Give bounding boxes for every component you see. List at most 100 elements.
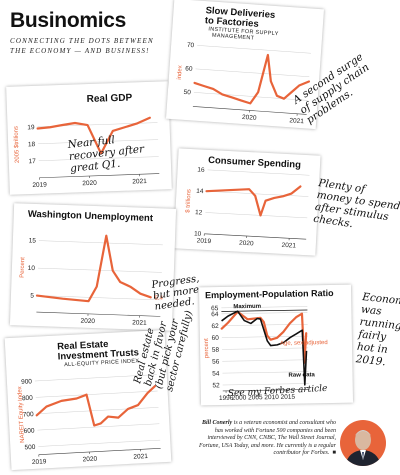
supply-title-line-2: to Factories — [205, 15, 259, 30]
wa-title: Washington Unemployment — [28, 209, 154, 224]
reit-chart: Real Estate Investment Trusts ALL-EQUITY… — [17, 339, 161, 466]
gridline — [222, 347, 309, 350]
x-tick-label: 2020 — [239, 240, 254, 248]
spending-title: Consumer Spending — [208, 155, 302, 171]
x-tick-label: 2010 — [264, 394, 279, 401]
spending-chart-card: Consumer Spending 10 12 14 16 2019 2020 2021 $ … — [173, 148, 321, 256]
epop-annotation-line: Economy — [361, 291, 400, 308]
last-value-label: 5.4 — [155, 295, 164, 301]
gridline — [36, 407, 159, 414]
gdp-annotation-line: Near full — [66, 134, 115, 151]
y-tick-label: 14 — [196, 188, 204, 195]
y-axis-label: $ trillions — [185, 189, 192, 213]
x-tick-label: 2021 — [281, 242, 296, 250]
author-bio: Bill Conerly is a veteran economist and … — [196, 420, 336, 458]
x-tick-label: 2019 — [32, 458, 47, 466]
y-tick-label: 15 — [29, 237, 37, 244]
supply-chart-card: Slow Deliveries to Factories INSTITUTE F… — [165, 0, 325, 130]
y-tick-label: 900 — [21, 378, 33, 386]
gridline — [37, 423, 160, 431]
epop-annotation-line: running — [359, 316, 400, 332]
epop-chart-card: Employment-Population Ratio 52 54 56 58 60 62… — [198, 284, 354, 406]
x-tick-label: 2021 — [289, 117, 304, 125]
epop-annotation-line: was — [360, 303, 382, 317]
y-tick-label: 10 — [28, 265, 36, 272]
gridline — [38, 439, 161, 447]
author-bio-text: is a veteran economist and consultant wh… — [199, 420, 336, 457]
author-avatar — [340, 420, 386, 466]
brand-header: Businomics CONNECTING THE DOTS BETWEEN T… — [10, 10, 154, 56]
reit-subtitle: ALL-EQUITY PRICE INDEX — [64, 358, 140, 368]
y-tick-label: 500 — [24, 444, 36, 452]
avatar-image — [345, 430, 381, 466]
y-tick-label: 12 — [195, 209, 203, 216]
y-tick-label: 700 — [23, 411, 35, 419]
x-tick-label: 2005 — [248, 394, 263, 401]
gridline — [197, 45, 311, 54]
x-tick-label: 2019 — [32, 181, 47, 189]
y-axis-label: NAREIT Equity Index — [17, 386, 26, 443]
series-line — [205, 185, 302, 217]
supply-subtitle-line-2: MANAGEMENT — [212, 33, 255, 42]
maximum-line — [221, 309, 308, 312]
gridline — [222, 371, 309, 374]
y-tick-label: 16 — [197, 167, 205, 174]
gridline — [38, 139, 159, 145]
gridline — [207, 169, 310, 176]
epop-annotation-line: hot in — [356, 341, 388, 356]
gridline — [38, 156, 159, 162]
y-axis-label: 2005 $trillions — [14, 126, 21, 163]
x-axis — [39, 173, 160, 179]
x-tick-label: 2020 — [242, 114, 257, 122]
y-tick-label: 65 — [211, 305, 219, 312]
gdp-annotation-line: great Q1. — [70, 158, 121, 175]
y-tick-label: 19 — [27, 124, 35, 131]
legend-adjusted-label: Age, sex adjusted — [280, 340, 328, 347]
gridline — [193, 92, 308, 101]
y-tick-label: 56 — [212, 359, 220, 366]
y-tick-label: 54 — [212, 370, 220, 377]
x-tick-label: 2000 — [232, 395, 247, 402]
supply-title-line-1: Slow Deliveries — [205, 5, 275, 21]
gridline — [36, 295, 161, 301]
epop-title: Employment-Population Ratio — [205, 288, 334, 300]
y-tick-label: 60 — [212, 335, 220, 342]
tagline-line-1: CONNECTING THE DOTS BETWEEN — [10, 37, 154, 45]
series-line-adjusted — [220, 310, 308, 364]
x-tick-label: 2020 — [83, 456, 98, 464]
series-line — [193, 53, 311, 105]
spending-chart: Consumer Spending 10 12 14 16 2019 2020 2021 $ … — [185, 155, 310, 250]
supply-chart: Slow Deliveries to Factories INSTITUTE F… — [177, 5, 311, 125]
x-tick-label: 2019 — [196, 237, 211, 245]
brand-tagline: CONNECTING THE DOTS BETWEEN THE ECONOMY … — [10, 36, 154, 56]
x-axis — [38, 447, 161, 455]
spending-annotation-line: checks. — [313, 213, 354, 230]
gridline — [195, 68, 310, 78]
x-tick-label: 2021 — [133, 453, 148, 461]
y-axis-label: percent — [204, 338, 210, 358]
epop-annotation-line: 2019. — [354, 353, 386, 368]
series-line — [35, 234, 152, 303]
x-tick-label: 2021 — [132, 178, 147, 186]
reit-title-line-2: Investment Trusts — [57, 347, 139, 362]
gridline — [222, 359, 309, 362]
gridline — [38, 240, 163, 246]
gridline — [35, 390, 158, 398]
forbes-annotation: See my Forbes article — [228, 384, 328, 399]
x-tick-label: 2021 — [132, 319, 147, 327]
y-tick-label: 52 — [212, 382, 220, 389]
supply-subtitle-line-1: INSTITUTE FOR SUPPLY — [208, 26, 279, 37]
y-tick-label: 64 — [211, 311, 219, 318]
tagline-line-2: THE ECONOMY — AND BUSINESS! — [10, 47, 150, 55]
wa-unemployment-chart-card: Washington Unemployment 5 10 15 2020 2021 Per… — [9, 203, 177, 331]
end-mark: ■ — [330, 450, 336, 457]
gdp-title: Real GDP — [86, 92, 132, 105]
brand-title: Businomics — [10, 9, 127, 32]
y-tick-label: 10 — [194, 230, 202, 237]
y-tick-label: 50 — [183, 89, 191, 97]
reit-title-line-1: Real Estate — [57, 339, 109, 353]
maximum-label: Maximum — [233, 304, 261, 310]
